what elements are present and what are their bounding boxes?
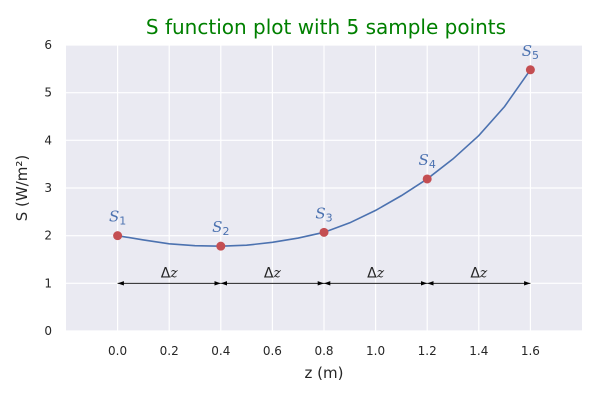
y-tick-label: 3 xyxy=(44,181,52,195)
delta-z-label: Δz xyxy=(264,265,282,281)
y-tick-label: 6 xyxy=(44,38,52,52)
sample-point-label: S4 xyxy=(419,151,436,171)
x-axis-label: z (m) xyxy=(305,364,344,382)
x-tick-label: 1.4 xyxy=(469,344,488,358)
sample-point-label: S1 xyxy=(109,208,126,228)
sample-point-label: S3 xyxy=(315,204,332,224)
x-tick-label: 0.8 xyxy=(314,344,333,358)
x-tick-label: 1.0 xyxy=(366,344,385,358)
y-tick-label: 2 xyxy=(44,229,52,243)
sample-point xyxy=(113,231,123,241)
x-tick-label: 1.2 xyxy=(418,344,437,358)
tick-labels: 0.0 0.2 0.4 0.6 0.8 1.0 1.2 1.4 1.6 0 1 2 3 4 5 6 xyxy=(44,38,540,358)
sample-point-label: S5 xyxy=(522,42,539,62)
delta-z-label: Δz xyxy=(367,265,385,281)
sample-points: S1 S2 S3 S4 S5 xyxy=(109,42,539,251)
x-tick-label: 0.0 xyxy=(108,344,127,358)
x-tick-label: 0.6 xyxy=(263,344,282,358)
y-tick-label: 4 xyxy=(44,133,52,147)
x-tick-label: 1.6 xyxy=(521,344,540,358)
y-axis-label: S (W/m²) xyxy=(13,155,31,222)
y-tick-label: 1 xyxy=(44,276,52,290)
sample-point xyxy=(422,174,432,184)
delta-z-label: Δz xyxy=(470,265,488,281)
y-tick-label: 5 xyxy=(44,86,52,100)
sample-point xyxy=(319,227,329,237)
chart-title: S function plot with 5 sample points xyxy=(146,15,506,39)
sample-point-label: S2 xyxy=(212,218,229,238)
delta-z-label: Δz xyxy=(161,265,179,281)
x-tick-label: 0.2 xyxy=(160,344,179,358)
sample-point xyxy=(525,65,535,75)
y-tick-label: 0 xyxy=(44,324,52,338)
sample-point xyxy=(216,241,226,251)
x-tick-label: 0.4 xyxy=(211,344,230,358)
delta-z-annotations: Δz Δz Δz Δz xyxy=(117,265,531,286)
